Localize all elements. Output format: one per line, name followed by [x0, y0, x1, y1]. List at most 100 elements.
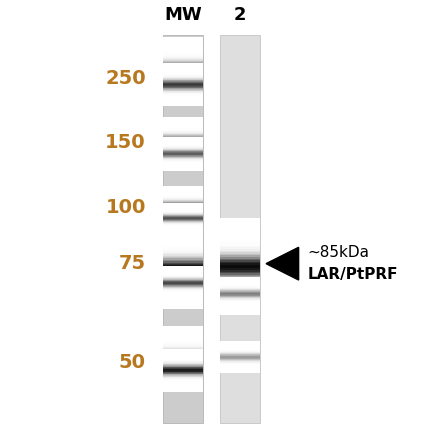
Bar	[163, 383, 203, 385]
Bar	[163, 76, 203, 77]
Bar	[163, 202, 203, 203]
Bar	[163, 67, 203, 68]
Bar	[163, 206, 203, 207]
Bar	[163, 154, 203, 155]
Bar	[163, 253, 203, 254]
Bar	[220, 357, 260, 358]
Bar	[163, 75, 203, 76]
Bar	[163, 235, 203, 236]
Bar	[163, 101, 203, 102]
Bar	[163, 373, 203, 374]
Bar	[220, 290, 260, 291]
Bar	[220, 296, 260, 297]
Bar	[163, 35, 203, 423]
Bar	[163, 251, 203, 252]
Bar	[163, 45, 203, 46]
Bar	[163, 378, 203, 379]
Bar	[220, 281, 260, 282]
Bar	[220, 255, 260, 257]
Bar	[163, 379, 203, 380]
Bar	[163, 366, 203, 367]
Bar	[163, 122, 203, 123]
Bar	[163, 89, 203, 90]
Bar	[220, 306, 260, 307]
Bar	[163, 204, 203, 205]
Bar	[220, 363, 260, 364]
Bar	[163, 383, 203, 384]
Bar	[163, 280, 203, 281]
Bar	[163, 358, 203, 359]
Bar	[163, 143, 203, 144]
Bar	[163, 168, 203, 169]
Bar	[220, 294, 260, 296]
Bar	[220, 242, 260, 243]
Bar	[163, 330, 203, 332]
Bar	[220, 249, 260, 250]
Bar	[163, 137, 203, 138]
Bar	[163, 150, 203, 151]
Bar	[163, 162, 203, 163]
Bar	[163, 270, 203, 271]
Bar	[163, 58, 203, 59]
Bar	[163, 222, 203, 223]
Bar	[163, 64, 203, 65]
Bar	[163, 381, 203, 382]
Bar	[163, 261, 203, 262]
Bar	[163, 220, 203, 221]
Bar	[163, 76, 203, 77]
Bar	[220, 371, 260, 372]
Bar	[163, 267, 203, 268]
Bar	[220, 302, 260, 304]
Bar	[163, 379, 203, 380]
Bar	[163, 48, 203, 49]
Bar	[220, 310, 260, 311]
Bar	[220, 248, 260, 249]
Text: 75: 75	[119, 254, 146, 273]
Bar	[163, 279, 203, 280]
Bar	[220, 287, 260, 288]
Bar	[163, 144, 203, 145]
Bar	[220, 262, 260, 263]
Bar	[163, 347, 203, 348]
Bar	[220, 252, 260, 253]
Bar	[163, 68, 203, 69]
Bar	[163, 374, 203, 375]
Bar	[163, 194, 203, 195]
Bar	[163, 138, 203, 139]
Bar	[220, 220, 260, 221]
Bar	[220, 281, 260, 283]
Bar	[220, 280, 260, 281]
Bar	[163, 155, 203, 156]
Bar	[220, 305, 260, 306]
Bar	[163, 83, 203, 84]
Bar	[163, 152, 203, 153]
Bar	[163, 278, 203, 279]
Bar	[220, 243, 260, 244]
Bar	[220, 277, 260, 278]
Bar	[163, 361, 203, 362]
Bar	[220, 373, 260, 374]
Bar	[163, 353, 203, 354]
Bar	[163, 201, 203, 202]
Bar	[163, 243, 203, 245]
Bar	[163, 348, 203, 349]
Bar	[220, 295, 260, 296]
Bar	[163, 253, 203, 254]
Bar	[220, 307, 260, 308]
Bar	[163, 376, 203, 377]
Text: MW: MW	[164, 7, 202, 24]
Bar	[163, 234, 203, 235]
Bar	[163, 380, 203, 381]
Bar	[163, 191, 203, 192]
Bar	[163, 81, 203, 82]
Bar	[163, 91, 203, 92]
Bar	[163, 195, 203, 196]
Bar	[163, 159, 203, 160]
Bar	[220, 344, 260, 345]
Bar	[163, 249, 203, 250]
Bar	[163, 96, 203, 97]
Bar	[163, 257, 203, 258]
Bar	[163, 327, 203, 328]
Bar	[163, 277, 203, 279]
Bar	[163, 284, 203, 286]
